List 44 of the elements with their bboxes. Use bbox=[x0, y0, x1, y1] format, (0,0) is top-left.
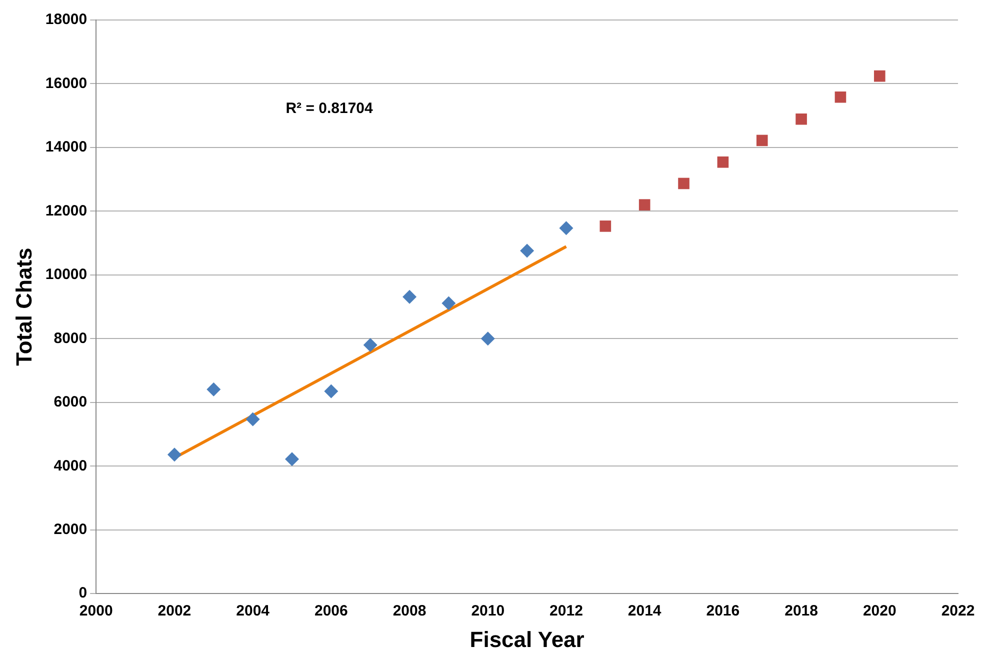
y-tick-label: 10000 bbox=[45, 266, 88, 284]
x-tick-label: 2006 bbox=[314, 602, 348, 620]
y-tick-label: 12000 bbox=[45, 202, 88, 220]
x-tick-label: 2008 bbox=[392, 602, 426, 620]
x-tick-label: 2014 bbox=[628, 602, 662, 620]
y-tick-label: 16000 bbox=[45, 74, 88, 92]
x-tick-label: 2018 bbox=[784, 602, 818, 620]
annotation: R² = 0.81704 bbox=[286, 100, 374, 118]
point bbox=[717, 156, 729, 168]
point bbox=[480, 332, 495, 346]
point bbox=[206, 382, 221, 396]
point bbox=[874, 70, 886, 82]
x-tick-label: 2010 bbox=[471, 602, 505, 620]
x-tick-label: 2000 bbox=[79, 602, 113, 620]
point bbox=[834, 91, 846, 103]
x-tick-label: 2016 bbox=[706, 602, 740, 620]
point bbox=[600, 220, 612, 232]
y-tick-label: 18000 bbox=[45, 11, 88, 28]
point bbox=[402, 290, 417, 304]
y-tick-label: 0 bbox=[78, 584, 88, 602]
y-tick-label: 2000 bbox=[54, 521, 88, 538]
y-tick-label: 6000 bbox=[54, 394, 88, 411]
y-tick-label: 14000 bbox=[45, 138, 88, 156]
x-tick-label: 2002 bbox=[158, 602, 192, 620]
y-tick-label: 8000 bbox=[54, 330, 88, 347]
x-tick-label: 2020 bbox=[862, 602, 896, 620]
point bbox=[363, 338, 378, 352]
point bbox=[796, 113, 807, 125]
y-axis-title: Total Chats bbox=[11, 248, 36, 366]
point bbox=[167, 448, 182, 462]
point bbox=[756, 134, 768, 146]
point bbox=[638, 199, 650, 210]
x-tick-label: 2022 bbox=[941, 602, 975, 620]
x-tick-label: 2004 bbox=[236, 602, 270, 620]
y-tick-label: 4000 bbox=[54, 457, 88, 474]
point bbox=[678, 178, 690, 190]
x-tick-label: 2012 bbox=[550, 602, 583, 620]
point bbox=[520, 244, 534, 258]
point bbox=[442, 296, 456, 310]
point bbox=[246, 412, 260, 426]
x-axis-title: Fiscal Year bbox=[470, 626, 585, 652]
point bbox=[559, 221, 574, 236]
point bbox=[284, 452, 299, 466]
point bbox=[324, 384, 338, 398]
